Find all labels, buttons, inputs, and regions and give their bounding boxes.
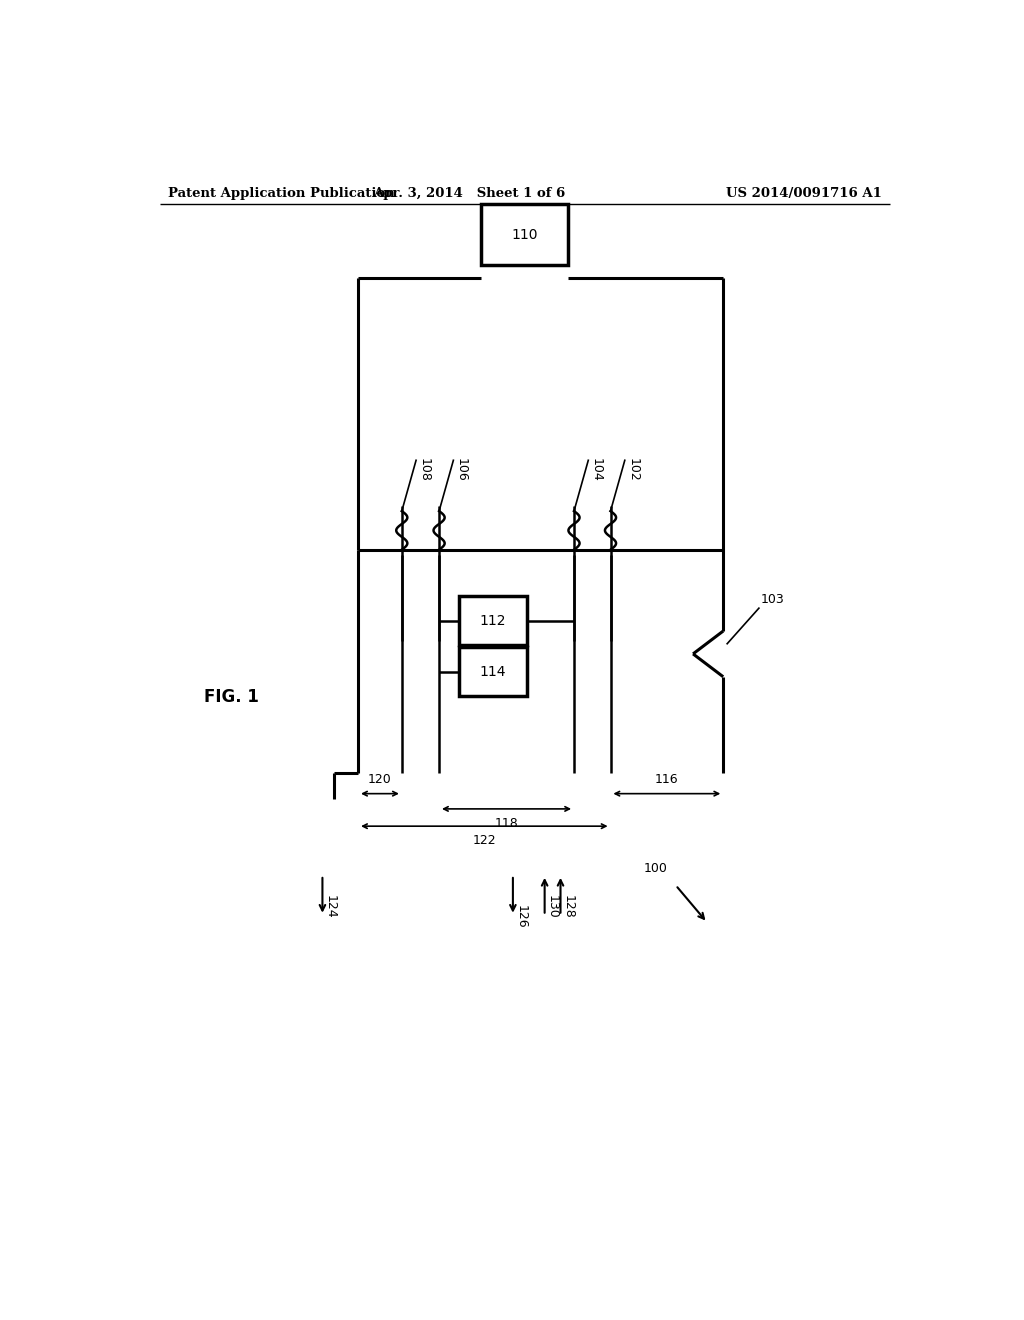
Bar (481, 205, 568, 265)
Text: US 2014/0091716 A1: US 2014/0091716 A1 (726, 187, 882, 199)
Text: 104: 104 (590, 458, 603, 482)
Text: 103: 103 (761, 593, 784, 606)
Bar (460, 597, 526, 645)
Text: 100: 100 (644, 862, 668, 875)
Text: Patent Application Publication: Patent Application Publication (168, 187, 394, 199)
Text: 110: 110 (512, 227, 538, 242)
Text: 108: 108 (418, 458, 431, 482)
Text: Apr. 3, 2014   Sheet 1 of 6: Apr. 3, 2014 Sheet 1 of 6 (373, 187, 565, 199)
Text: 102: 102 (627, 458, 639, 482)
Text: 130: 130 (546, 895, 559, 919)
Text: 106: 106 (455, 458, 468, 482)
Text: 114: 114 (480, 665, 506, 678)
Text: 116: 116 (655, 772, 679, 785)
Text: 120: 120 (368, 772, 392, 785)
Text: 112: 112 (480, 614, 506, 628)
Text: 122: 122 (472, 834, 497, 847)
Text: 128: 128 (562, 895, 574, 919)
Text: 126: 126 (514, 906, 527, 929)
Text: 118: 118 (495, 817, 518, 830)
Text: 124: 124 (324, 895, 337, 919)
Bar (460, 647, 526, 696)
Text: FIG. 1: FIG. 1 (204, 688, 259, 706)
